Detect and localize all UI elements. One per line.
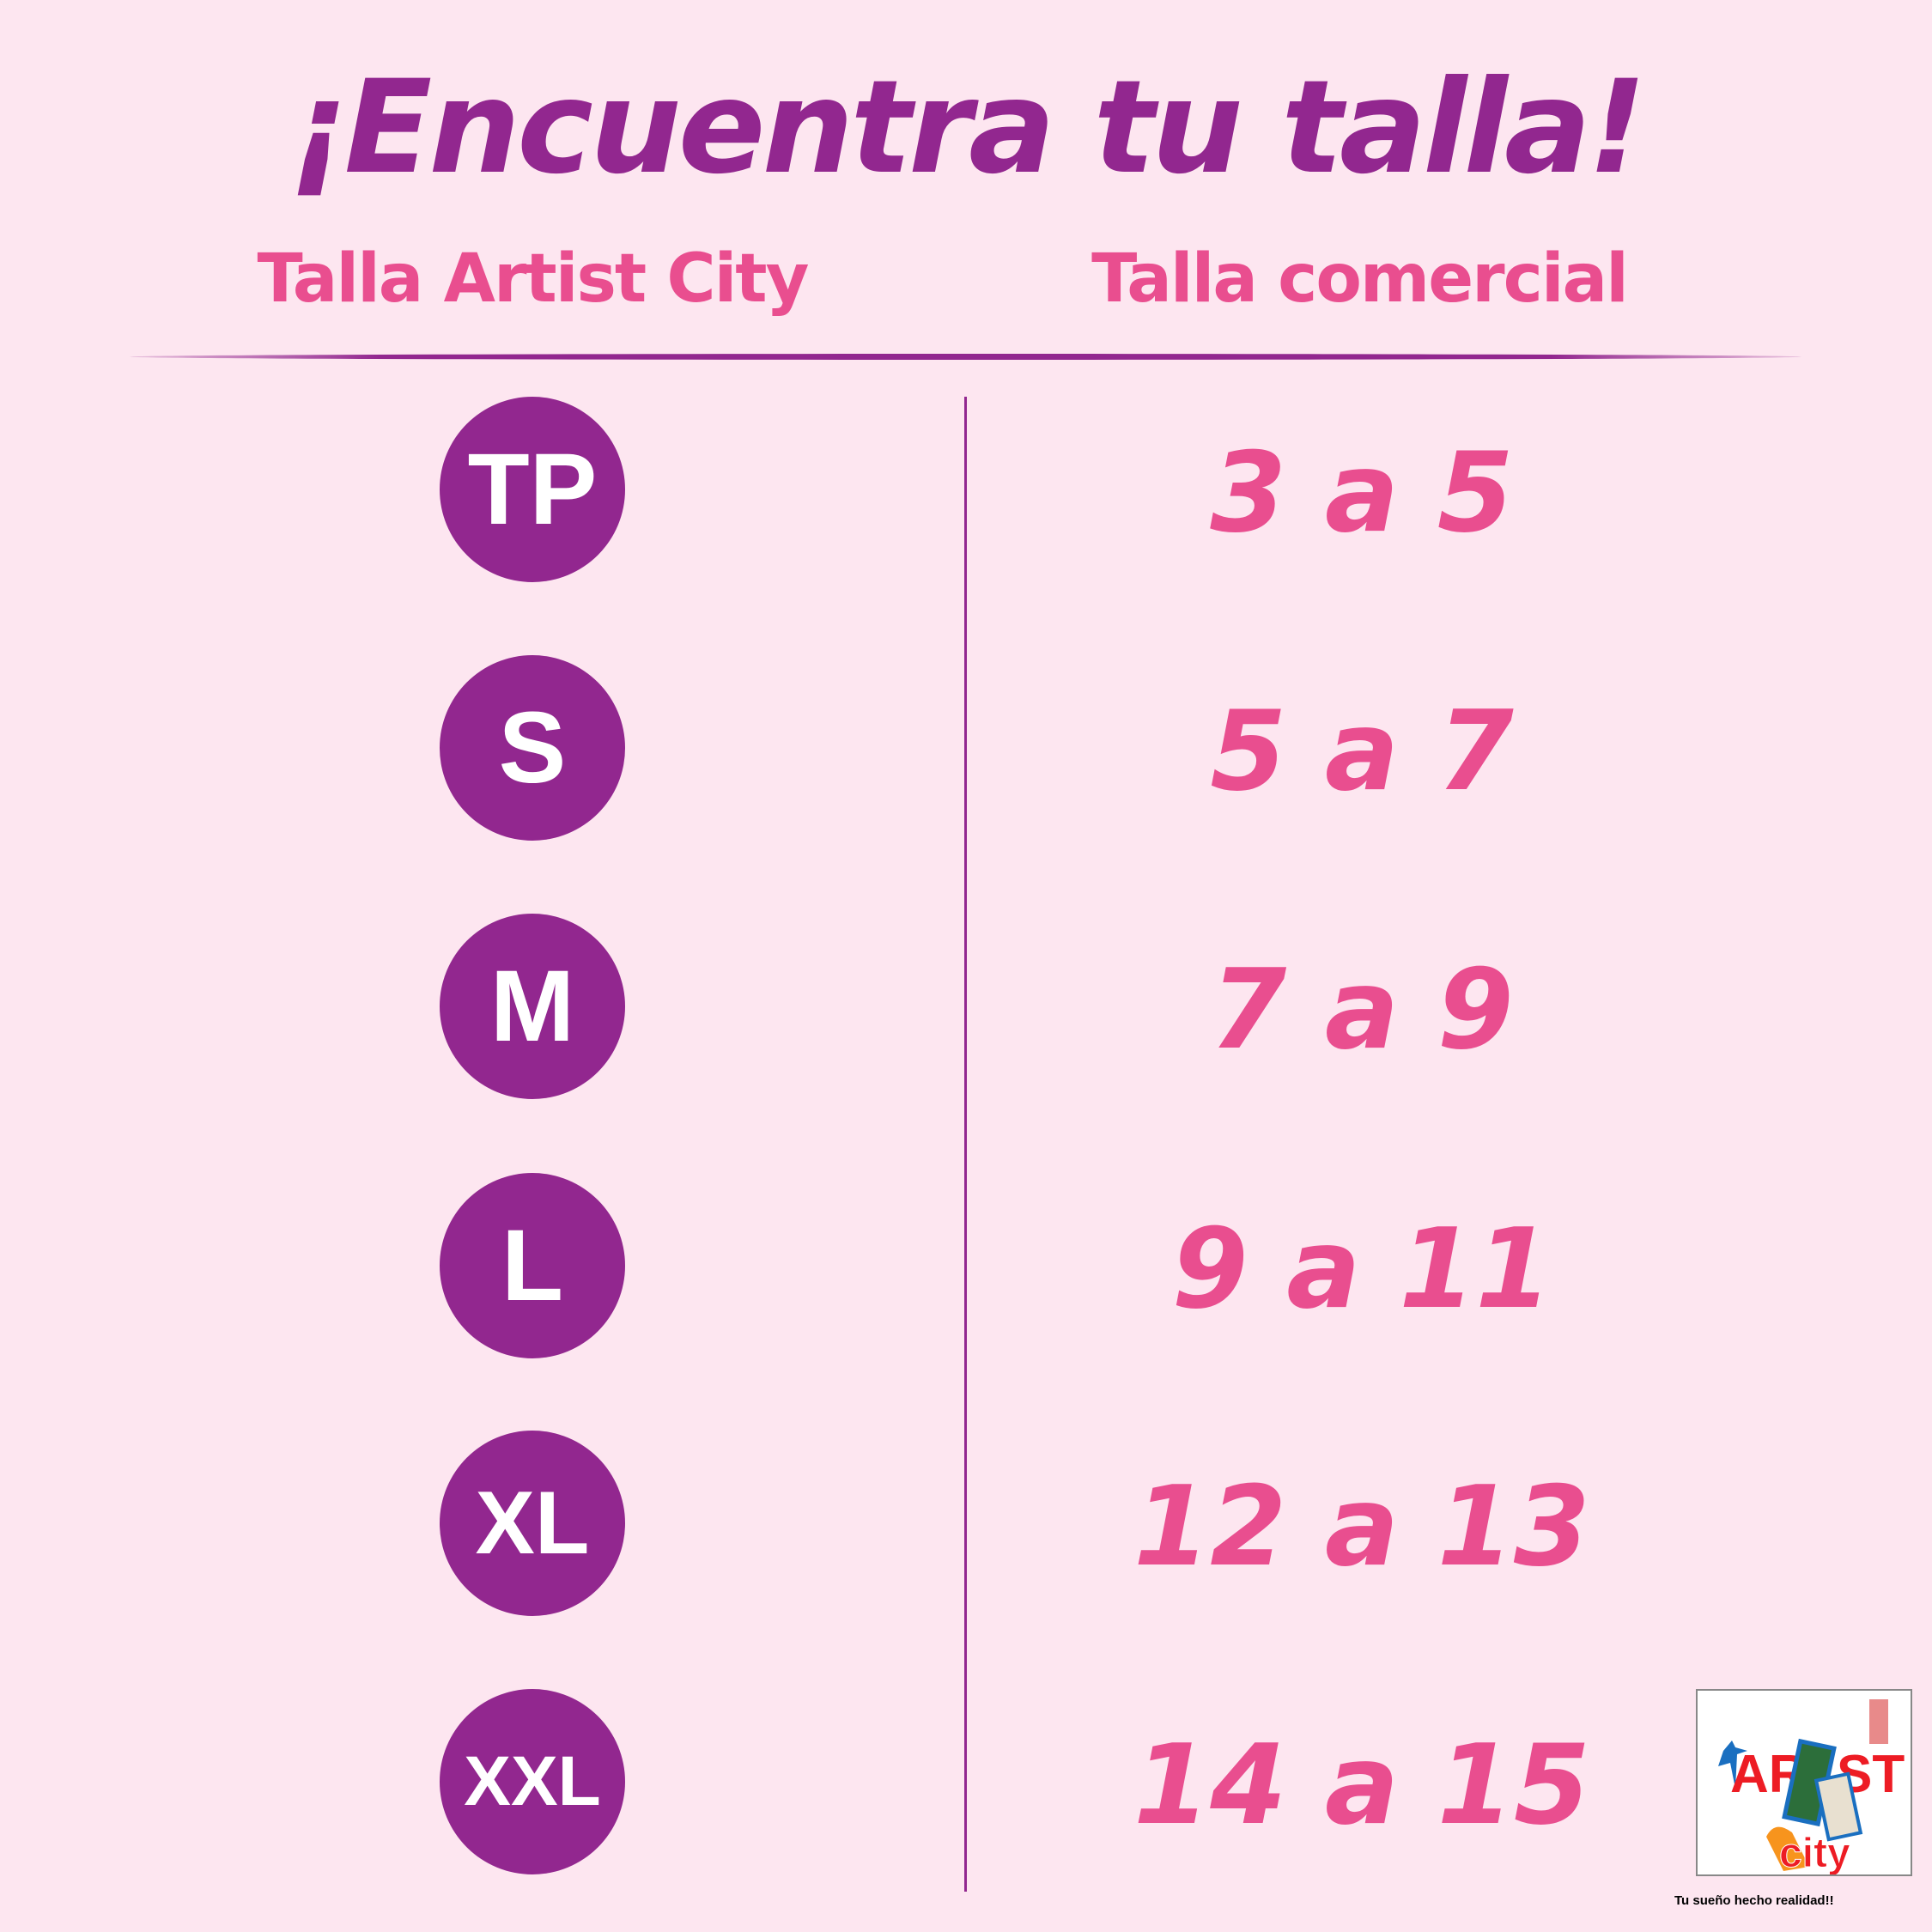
header-comercial: Talla comercial (1091, 240, 1629, 318)
size-badge: XXL (440, 1689, 625, 1874)
logo-tagline: Tu sueño hecho realidad!! (1674, 1893, 1834, 1908)
logo-text-bottom: city (1779, 1831, 1850, 1874)
size-badge: S (440, 655, 625, 841)
size-range: 12 a 13 (1133, 1463, 1590, 1591)
size-badge: M (440, 914, 625, 1099)
header-divider (130, 354, 1801, 360)
size-badge: XL (440, 1431, 625, 1616)
dancer-icon (1718, 1741, 1747, 1789)
column-divider (964, 397, 967, 1892)
photo-icon (1814, 1771, 1863, 1842)
size-range: 14 a 15 (1133, 1722, 1590, 1850)
header-artist-city: Talla Artist City (257, 240, 810, 318)
logo-graphic: AR ST city (1718, 1699, 1905, 1877)
size-badge: L (440, 1173, 625, 1358)
size-range: 9 a 11 (1171, 1206, 1552, 1334)
size-range: 7 a 9 (1210, 946, 1514, 1074)
size-range: 3 a 5 (1210, 429, 1514, 557)
page-title: ¡Encuentra tu talla! (289, 53, 1646, 203)
artist-city-logo: AR ST city (1696, 1689, 1912, 1877)
size-badge: TP (440, 397, 625, 582)
clown-figure-icon (1869, 1699, 1888, 1744)
size-range: 5 a 7 (1210, 688, 1514, 816)
